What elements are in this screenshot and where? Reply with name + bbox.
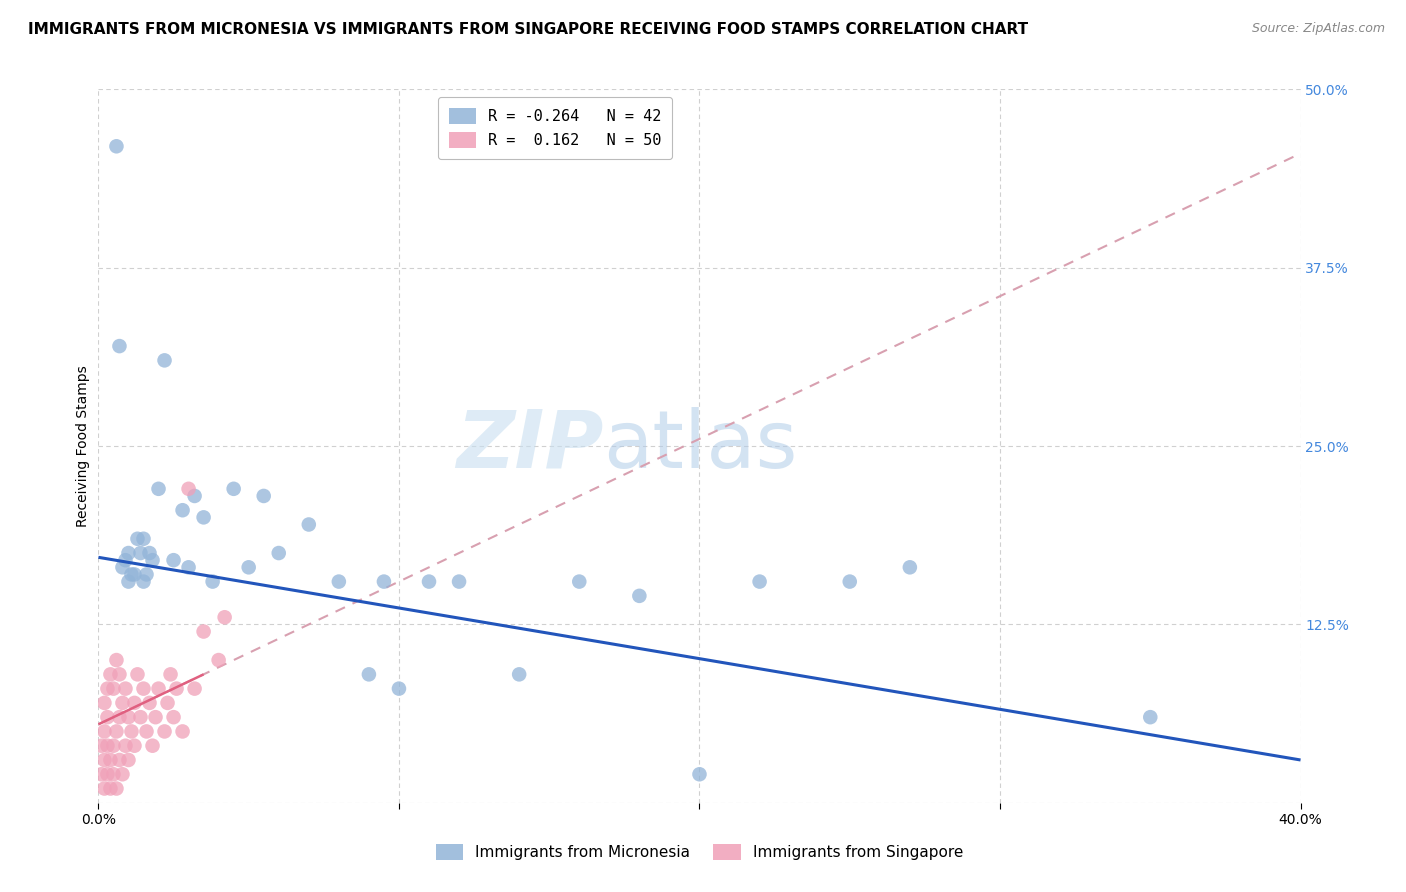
Point [108, 339, 131, 353]
Point [193, 510, 215, 524]
Point [132, 681, 155, 696]
Point [183, 681, 205, 696]
Point [748, 574, 770, 589]
Point [93, 696, 115, 710]
Point [156, 696, 179, 710]
Point [103, 767, 125, 781]
Point [129, 546, 152, 560]
Point [141, 739, 163, 753]
Point [96, 739, 118, 753]
Point [96, 710, 118, 724]
Point [132, 532, 155, 546]
Point [238, 560, 260, 574]
Point [108, 667, 131, 681]
Point [177, 560, 200, 574]
Text: IMMIGRANTS FROM MICRONESIA VS IMMIGRANTS FROM SINGAPORE RECEIVING FOOD STAMPS CO: IMMIGRANTS FROM MICRONESIA VS IMMIGRANTS… [28, 22, 1028, 37]
Point [1139, 710, 1161, 724]
Point [159, 667, 181, 681]
Point [253, 489, 276, 503]
Text: Source: ZipAtlas.com: Source: ZipAtlas.com [1251, 22, 1385, 36]
Point [121, 724, 143, 739]
Point [838, 574, 860, 589]
Point [388, 681, 411, 696]
Point [148, 482, 170, 496]
Point [111, 767, 134, 781]
Text: atlas: atlas [603, 407, 797, 485]
Point [96, 681, 118, 696]
Point [129, 710, 152, 724]
Point [298, 517, 321, 532]
Point [117, 574, 139, 589]
Point [214, 610, 236, 624]
Point [135, 724, 157, 739]
Point [145, 710, 167, 724]
Point [124, 567, 146, 582]
Point [127, 532, 149, 546]
Point [105, 139, 128, 153]
Y-axis label: Receiving Food Stamps: Receiving Food Stamps [76, 365, 90, 527]
Point [121, 567, 143, 582]
Point [111, 696, 134, 710]
Point [172, 724, 194, 739]
Point [141, 553, 163, 567]
Point [114, 553, 136, 567]
Point [132, 574, 155, 589]
Point [117, 546, 139, 560]
Point [418, 574, 440, 589]
Point [208, 653, 231, 667]
Text: ZIP: ZIP [456, 407, 603, 485]
Point [103, 681, 125, 696]
Point [93, 724, 115, 739]
Point [898, 560, 921, 574]
Point [162, 710, 184, 724]
Point [100, 781, 122, 796]
Point [124, 739, 146, 753]
Point [172, 503, 194, 517]
Point [93, 781, 115, 796]
Point [153, 353, 176, 368]
Point [628, 589, 651, 603]
Point [124, 696, 146, 710]
Point [357, 667, 380, 681]
Legend: Immigrants from Micronesia, Immigrants from Singapore: Immigrants from Micronesia, Immigrants f… [429, 838, 970, 866]
Point [166, 681, 188, 696]
Point [447, 574, 470, 589]
Point [153, 724, 176, 739]
Point [148, 681, 170, 696]
Point [105, 781, 128, 796]
Point [108, 710, 131, 724]
Point [328, 574, 350, 589]
Point [117, 753, 139, 767]
Point [201, 574, 224, 589]
Point [568, 574, 591, 589]
Point [103, 739, 125, 753]
Point [90, 739, 112, 753]
Point [108, 753, 131, 767]
Point [135, 567, 157, 582]
Point [193, 624, 215, 639]
Point [508, 667, 530, 681]
Point [267, 546, 290, 560]
Point [90, 767, 112, 781]
Point [114, 739, 136, 753]
Point [373, 574, 395, 589]
Point [100, 753, 122, 767]
Point [183, 489, 205, 503]
Point [100, 667, 122, 681]
Point [138, 546, 160, 560]
Point [177, 482, 200, 496]
Point [111, 560, 134, 574]
Point [138, 696, 160, 710]
Point [114, 681, 136, 696]
Point [105, 653, 128, 667]
Point [127, 667, 149, 681]
Point [117, 710, 139, 724]
Point [105, 724, 128, 739]
Point [689, 767, 711, 781]
Point [162, 553, 184, 567]
Point [93, 753, 115, 767]
Point [222, 482, 245, 496]
Point [96, 767, 118, 781]
